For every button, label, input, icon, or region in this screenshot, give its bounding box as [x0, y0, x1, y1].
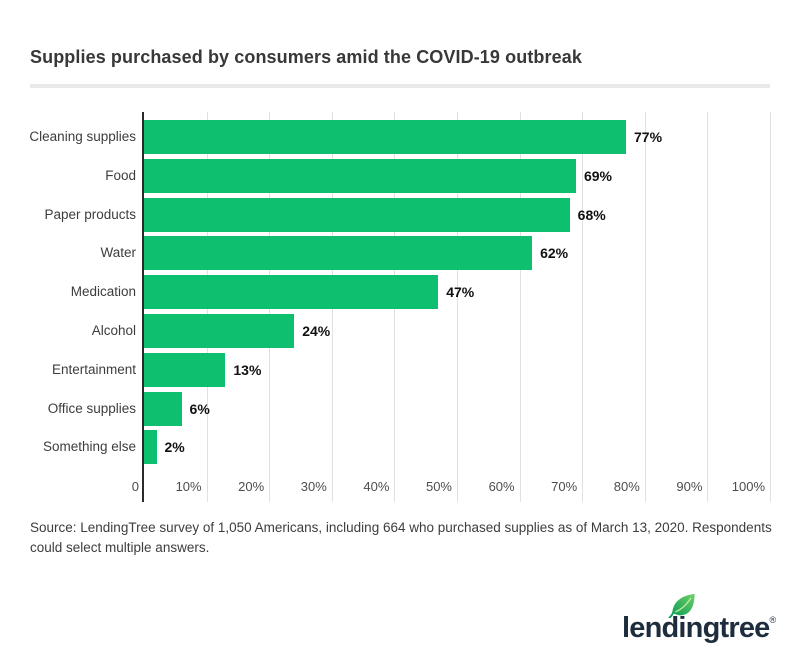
bar: [144, 197, 570, 232]
x-tick-label: 80%: [613, 479, 640, 494]
x-tick-label: 90%: [676, 479, 703, 494]
category-label: Food: [105, 167, 136, 183]
x-tick-label: 40%: [363, 479, 390, 494]
x-tick-label: 0: [131, 479, 139, 494]
bar-chart: Cleaning supplies Food Paper products Water…: [0, 112, 800, 502]
x-tick-label: 50%: [425, 479, 452, 494]
gridline: [770, 112, 771, 502]
bar-row: 68%: [144, 197, 789, 232]
gridline: [457, 112, 458, 502]
logo-text: lendingtree: [622, 612, 770, 644]
category-label: Water: [100, 245, 136, 261]
bar: [144, 430, 157, 465]
bar-row: 24%: [144, 314, 789, 348]
category-label: Cleaning supplies: [29, 129, 136, 144]
bar: [144, 236, 533, 271]
bar-row: 69%: [144, 158, 789, 193]
bar-row: 77%: [144, 120, 789, 154]
x-tick-label: 100%: [731, 479, 765, 494]
bar-value-label: 62%: [540, 245, 569, 262]
bar-row: 47%: [144, 275, 789, 310]
category-labels-column: Cleaning supplies Food Paper products Water…: [0, 112, 144, 502]
title-divider: [30, 84, 770, 88]
logo-wordmark: lendingtree®: [622, 612, 776, 645]
x-tick-label: 10%: [175, 479, 202, 494]
bar-value-label: 69%: [583, 167, 612, 184]
y-axis-line: [142, 112, 144, 502]
bar-row: 13%: [144, 352, 789, 387]
x-tick-label: 70%: [551, 479, 578, 494]
source-note: Source: LendingTree survey of 1,050 Amer…: [30, 520, 772, 555]
bar-row: 62%: [144, 236, 789, 271]
bar-value-label: 68%: [577, 206, 606, 223]
bar-value-label: 77%: [634, 129, 663, 145]
bar: [144, 275, 439, 310]
category-label: Alcohol: [91, 323, 136, 338]
registered-mark: ®: [769, 615, 777, 625]
gridline: [644, 112, 646, 502]
bar: [144, 158, 576, 193]
plot-area: 0 10% 20% 30% 40% 50% 60% 70% 80% 90% 100% 77% 69% 68…: [132, 112, 789, 502]
x-tick-label: 30%: [300, 479, 327, 494]
bar-row: 6%: [144, 391, 789, 426]
chart-title: Supplies purchased by consumers amid the…: [30, 47, 582, 67]
leaf-icon: [668, 593, 695, 618]
gridline: [519, 112, 521, 502]
gridline: [707, 112, 709, 502]
category-label: Paper products: [44, 206, 136, 222]
category-label: Medication: [70, 284, 136, 300]
bar: [144, 120, 627, 154]
x-tick-label: 20%: [238, 479, 265, 494]
bar: [144, 352, 226, 387]
bar-value-label: 2%: [164, 439, 185, 456]
bar: [144, 391, 182, 426]
bar-value-label: 47%: [446, 284, 475, 301]
bar-value-label: 13%: [233, 361, 262, 378]
lendingtree-logo: lendingtree®: [622, 593, 776, 651]
gridline: [582, 112, 584, 502]
bar-value-label: 24%: [302, 323, 331, 339]
category-label: Office supplies: [47, 400, 136, 416]
bar-value-label: 6%: [189, 400, 210, 417]
category-label: Something else: [42, 439, 136, 455]
x-tick-label: 60%: [488, 479, 515, 494]
category-label: Entertainment: [51, 361, 136, 377]
bar: [144, 314, 295, 348]
bar-row: 2%: [144, 430, 789, 465]
